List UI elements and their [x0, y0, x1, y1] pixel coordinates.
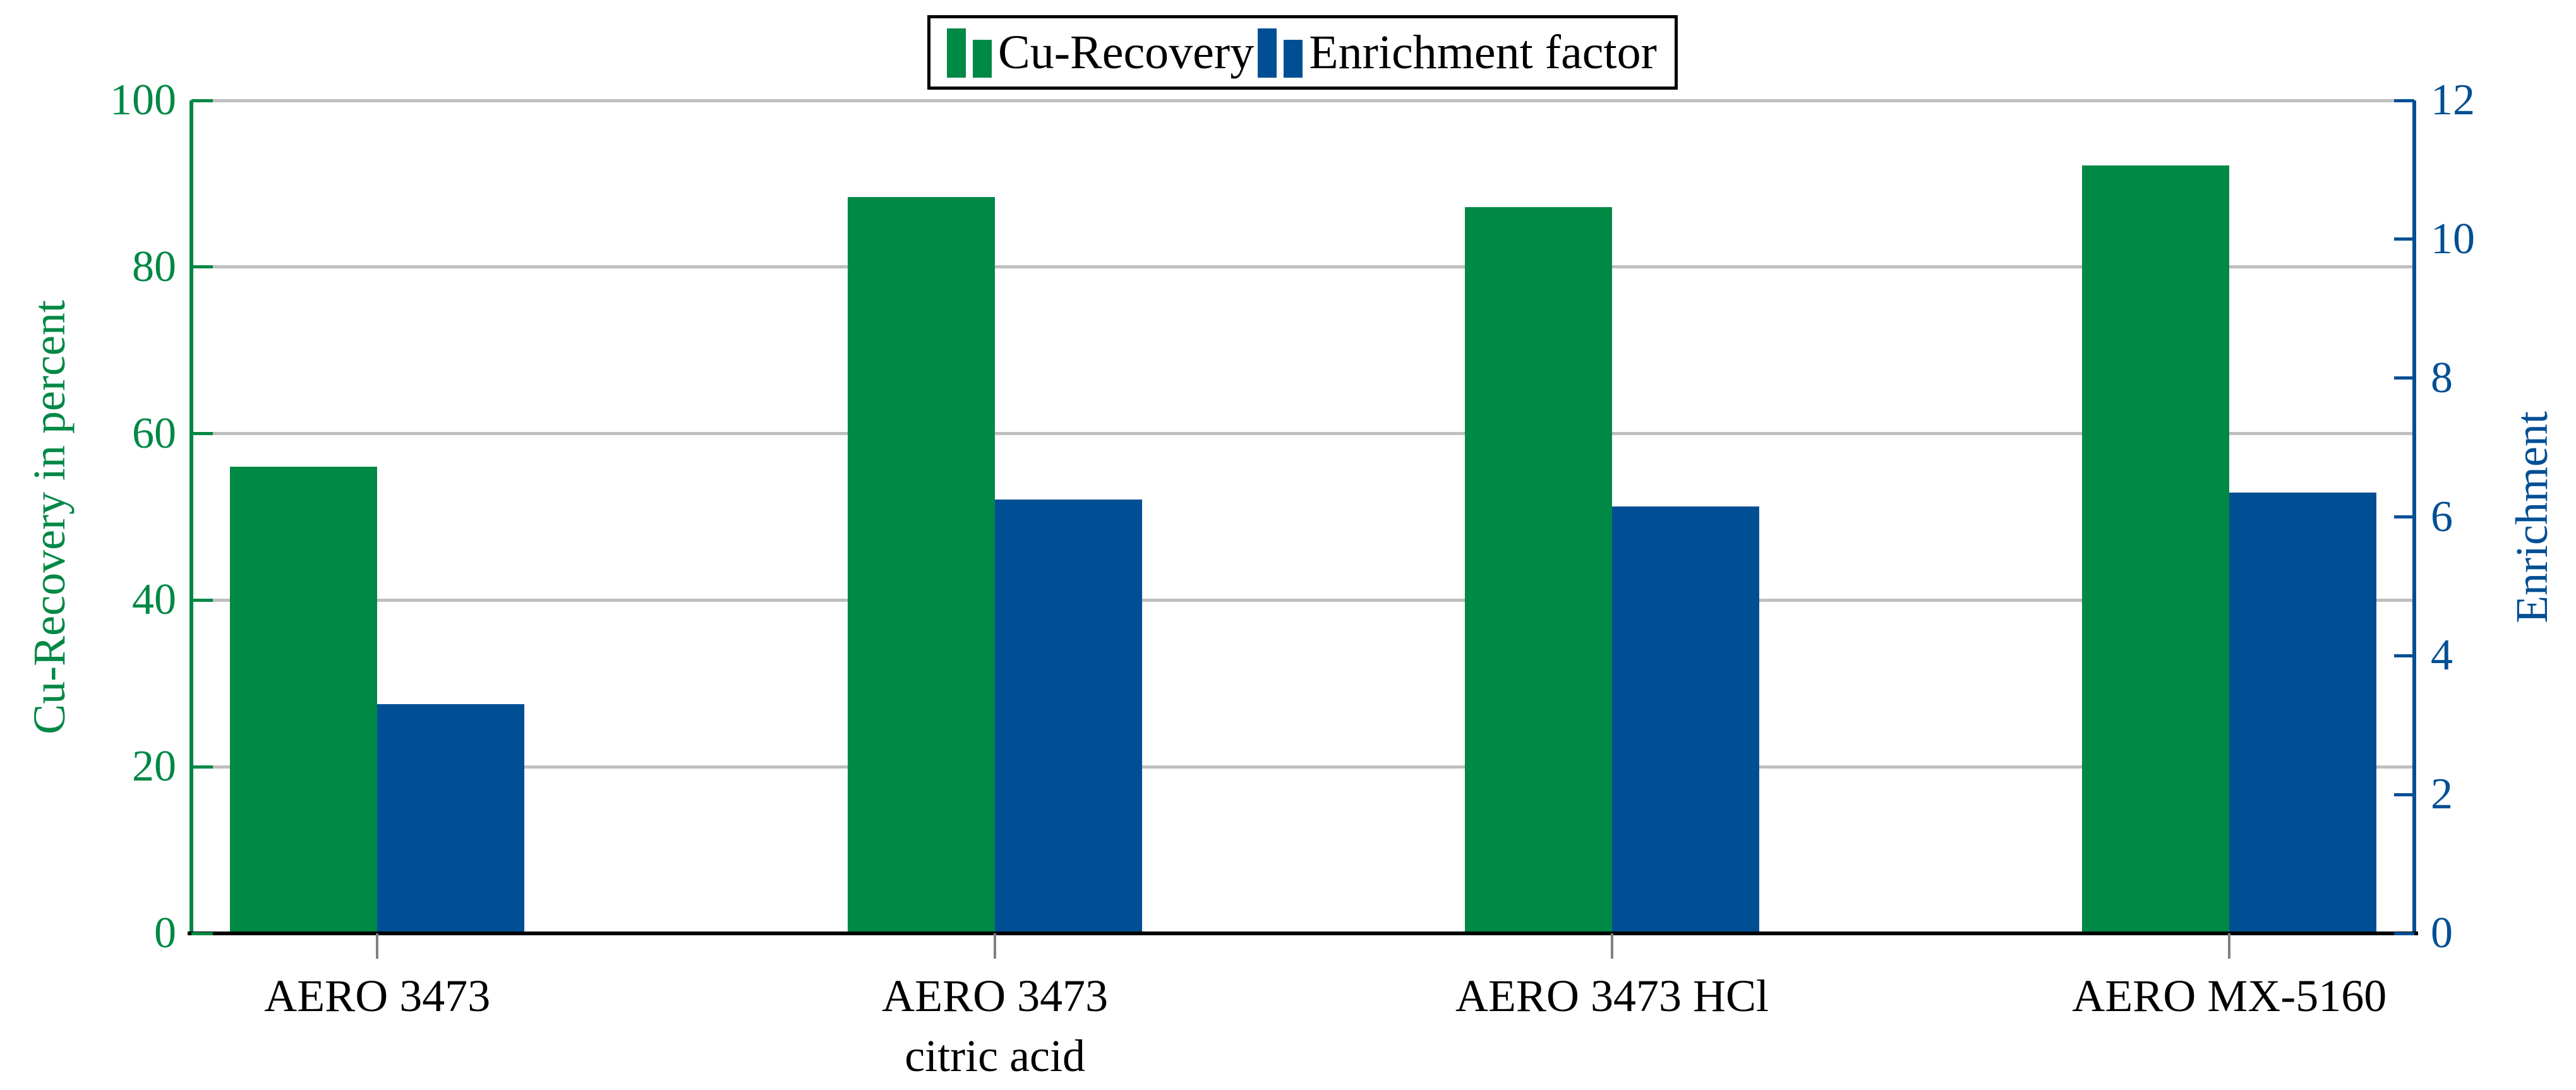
left-axis-tick	[191, 265, 213, 269]
left-axis-tick-label: 100	[110, 76, 176, 124]
right-axis-tick-label: 2	[2431, 770, 2453, 819]
left-axis-tick-label: 20	[132, 742, 176, 791]
bar-cu-recovery	[848, 197, 996, 933]
right-axis-tick	[2394, 376, 2414, 380]
right-axis-tick-label: 6	[2431, 492, 2453, 541]
category-label: AERO 3473	[93, 966, 661, 1026]
right-axis-tick-label: 8	[2431, 353, 2453, 402]
bar-series-icon-bar	[947, 28, 966, 78]
left-axis-tick	[191, 598, 213, 602]
bar-series-icon-bar	[973, 40, 992, 78]
bar-series-icon-bar	[1284, 40, 1303, 78]
plot-area: 0 20 40 60 80 100 0 2 4 6 8 10 12 AERO 3473 AERO 3473 c…	[110, 78, 2475, 1082]
right-axis-tick-label: 10	[2431, 214, 2475, 263]
bar-series-icon-bar	[1258, 28, 1277, 78]
left-axis-tick	[191, 765, 213, 769]
x-axis-baseline	[188, 931, 2418, 935]
x-axis-tick	[2228, 933, 2231, 959]
bar-cu-recovery	[230, 467, 378, 933]
right-axis-tick	[2394, 237, 2414, 241]
category-label-line: AERO 3473 HCl	[1455, 971, 1769, 1021]
bar-enrichment-factor	[1611, 506, 1759, 933]
gridline	[191, 598, 2414, 602]
legend-label: Cu-Recovery	[998, 26, 1255, 79]
right-axis-tick	[2394, 793, 2414, 796]
right-axis-tick	[2394, 654, 2414, 657]
category-label: AERO 3473 HCl	[1328, 966, 1896, 1026]
category-label-line: AERO MX-5160	[2072, 971, 2387, 1021]
bar-enrichment-factor	[995, 500, 1143, 933]
legend-label: Enrichment factor	[1309, 26, 1657, 79]
gridline	[191, 265, 2414, 269]
left-axis-tick-label: 0	[154, 909, 176, 957]
left-axis-tick	[191, 432, 213, 436]
legend: Cu-Recovery Enrichment factor	[927, 15, 1678, 90]
right-axis-tick	[2394, 515, 2414, 518]
legend-entry: Enrichment factor	[1258, 27, 1657, 78]
right-axis-title: Enrichment	[2507, 410, 2557, 623]
category-label-line: AERO 3473	[264, 971, 491, 1021]
left-axis-tick	[191, 931, 213, 935]
gridline	[191, 432, 2414, 436]
bar-series-icon	[947, 27, 992, 78]
right-axis-tick	[2394, 99, 2414, 102]
gridline	[191, 765, 2414, 769]
bar-cu-recovery	[2082, 165, 2230, 933]
left-axis-tick-label: 60	[132, 409, 176, 458]
left-axis-tick	[191, 99, 213, 102]
x-axis-tick	[376, 933, 379, 959]
x-axis-tick	[994, 933, 997, 959]
legend-entry: Cu-Recovery	[947, 27, 1254, 78]
category-label-line: AERO 3473	[882, 971, 1109, 1021]
bar-cu-recovery	[1464, 207, 1612, 933]
bar-enrichment-factor	[2229, 493, 2377, 933]
right-axis-tick-label: 4	[2431, 631, 2453, 680]
category-label: AERO 3473 citric acid	[711, 966, 1279, 1086]
right-axis-tick-label: 0	[2431, 909, 2453, 957]
left-axis-title: Cu-Recovery in percent	[24, 299, 75, 734]
right-axis-tick	[2394, 931, 2414, 935]
gridline	[191, 99, 2414, 102]
x-axis-tick	[1610, 933, 1613, 959]
left-axis-tick-label: 80	[132, 242, 176, 291]
bar-series-icon	[1258, 27, 1303, 78]
category-label-line: citric acid	[905, 1031, 1086, 1082]
left-axis-tick-label: 40	[132, 575, 176, 625]
category-label: AERO MX-5160	[1945, 966, 2513, 1026]
bar-enrichment-factor	[377, 704, 525, 933]
right-axis-tick-label: 12	[2431, 76, 2475, 124]
left-axis-line	[190, 100, 193, 935]
right-axis-line	[2412, 100, 2416, 935]
